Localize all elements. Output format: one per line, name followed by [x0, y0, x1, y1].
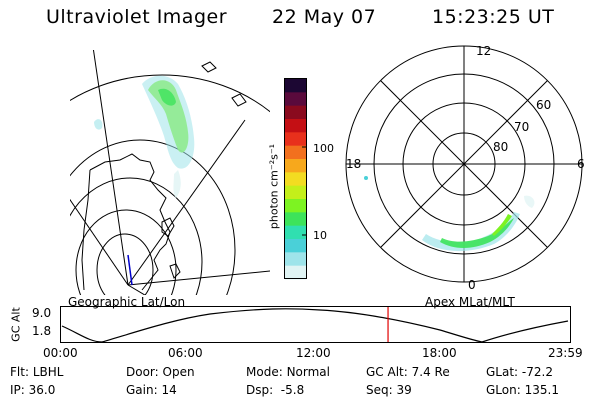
glat-readout: GLat: -72.2	[486, 365, 553, 379]
mlt-18-label: 18	[346, 157, 362, 171]
filter-value: LBHL	[32, 365, 64, 379]
date-label: 22 May 07	[272, 6, 377, 28]
lat-circle	[70, 139, 236, 295]
colorbar-segment	[285, 132, 306, 147]
mlt-0-label: 0	[468, 278, 476, 292]
mlt-6-label: 6	[577, 157, 585, 171]
meridian	[127, 119, 246, 286]
altitude-min-label: 1.8	[32, 324, 52, 338]
meridian	[70, 198, 129, 286]
door-value: Open	[162, 365, 195, 379]
apex-polar-plot	[345, 45, 583, 283]
altitude-max-label: 9.0	[32, 306, 52, 320]
x-tick-06: 06:00	[168, 346, 203, 360]
aurora-oval	[364, 176, 535, 252]
coastline	[169, 263, 181, 279]
mlt-diagonal	[380, 80, 548, 248]
colorbar-segment	[285, 265, 306, 280]
coastline	[161, 217, 175, 237]
aurora-emission	[94, 75, 195, 198]
x-tick-12: 12:00	[296, 346, 331, 360]
apex-panel-label: Apex MLat/MLT	[425, 295, 515, 309]
x-tick-2359: 23:59	[548, 346, 583, 360]
ip-value: 36.0	[28, 383, 56, 397]
colorbar-unit-label: photon cm⁻²s⁻¹	[267, 143, 281, 230]
dsp-readout: Dsp: -5.8	[246, 383, 305, 397]
filter-readout: Flt: LBHL	[10, 365, 64, 379]
mlat-60-label: 60	[536, 98, 552, 112]
seq-readout: Seq: 39	[366, 383, 412, 397]
lat-circle	[75, 209, 177, 295]
colorbar-segment	[285, 199, 306, 213]
coastline	[201, 61, 247, 107]
colorbar-segment	[285, 159, 306, 173]
colorbar-segment	[285, 92, 306, 107]
colorbar-segment	[285, 252, 306, 267]
colorbar-tick-100: 100	[313, 142, 334, 155]
colorbar	[284, 78, 307, 280]
mlat-70-label: 70	[514, 120, 530, 134]
ip-readout: IP: 36.0	[10, 383, 56, 397]
lat-circle	[96, 233, 154, 295]
colorbar-segment	[285, 212, 306, 227]
colorbar-segment	[285, 105, 306, 120]
x-tick-00: 00:00	[43, 346, 78, 360]
dsp-value: -5.8	[280, 383, 305, 397]
seq-value: 39	[396, 383, 412, 397]
altitude-plot	[60, 306, 571, 343]
colorbar-segment	[285, 119, 306, 133]
meridian	[127, 270, 270, 286]
colorbar-segment	[285, 172, 306, 187]
gcalt-value: 7.4 Re	[411, 365, 450, 379]
gcalt-readout: GC Alt: 7.4 Re	[366, 365, 450, 379]
coastline	[81, 153, 171, 291]
geo-panel-label: Geographic Lat/Lon	[68, 295, 186, 309]
glat-value: -72.2	[521, 365, 553, 379]
meridian	[127, 284, 146, 295]
mlat-80-label: 80	[493, 140, 509, 154]
time-label: 15:23:25 UT	[432, 6, 555, 28]
meridian	[92, 50, 129, 286]
door-readout: Door: Open	[126, 365, 195, 379]
lat-circle	[70, 177, 203, 295]
satellite-track	[127, 254, 133, 286]
mode-value: Normal	[286, 365, 330, 379]
colorbar-segment	[285, 185, 306, 200]
altitude-curve	[61, 308, 569, 343]
altitude-axis-label: GC Alt	[9, 307, 23, 342]
glon-value: 135.1	[524, 383, 559, 397]
colorbar-segment	[285, 79, 306, 93]
colorbar-segment	[285, 239, 306, 253]
gain-value: 14	[161, 383, 177, 397]
app-title: Ultraviolet Imager	[46, 6, 228, 28]
mlt-12-label: 12	[476, 44, 492, 58]
mode-readout: Mode: Normal	[246, 365, 330, 379]
colorbar-segment	[285, 145, 306, 160]
gain-readout: Gain: 14	[126, 383, 177, 397]
x-tick-18: 18:00	[422, 346, 457, 360]
geographic-map	[70, 50, 270, 295]
colorbar-tick-10: 10	[313, 229, 327, 242]
lat-circle	[70, 74, 270, 113]
colorbar-segment	[285, 225, 306, 240]
glon-readout: GLon: 135.1	[486, 383, 559, 397]
